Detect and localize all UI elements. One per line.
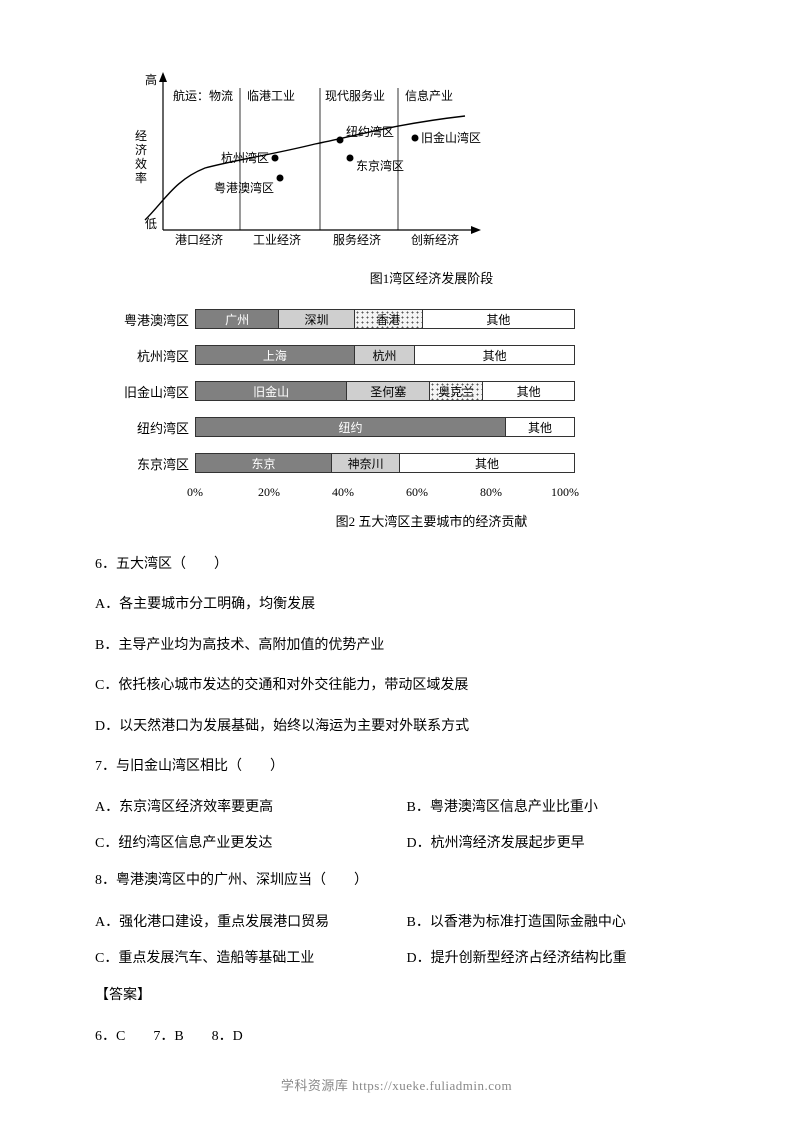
xtick: 20% [258, 485, 280, 500]
q8-b: B．以香港为标准打造国际金融中心 [407, 911, 719, 931]
q7-d: D．杭州湾经济发展起步更早 [407, 832, 719, 852]
bar-segment: 神奈川 [332, 454, 400, 472]
hdr3: 信息产业 [405, 88, 453, 103]
bar-row: 东京湾区东京神奈川其他 [115, 449, 575, 477]
bar-track: 广州深圳香港其他 [195, 309, 575, 329]
chart2-caption: 图2 五大湾区主要城市的经济贡献 [145, 511, 718, 530]
xtick: 60% [406, 485, 428, 500]
xtick: 80% [480, 485, 502, 500]
chart1-point [272, 155, 279, 162]
chart1-point-label: 杭州湾区 [221, 150, 269, 165]
chart1-point [337, 137, 344, 144]
bar-segment: 其他 [400, 454, 574, 472]
chart1-point [347, 155, 354, 162]
q8-d: D．提升创新型经济占经济结构比重 [407, 947, 719, 967]
bar-segment: 广州 [196, 310, 279, 328]
bar-label: 粤港澳湾区 [115, 310, 195, 329]
xtick: 100% [551, 485, 579, 500]
yl2: 效 [135, 156, 147, 171]
q6-stem: 6．五大湾区（ ） [95, 554, 718, 576]
q8-c: C．重点发展汽车、造船等基础工业 [95, 947, 407, 967]
yl1: 济 [135, 142, 147, 157]
bar-row: 旧金山湾区旧金山圣何塞奥克兰其他 [115, 377, 575, 405]
bar-segment: 其他 [423, 310, 574, 328]
xc2: 服务经济 [333, 232, 381, 247]
answer-label: 【答案】 [95, 985, 718, 1007]
bar-track: 东京神奈川其他 [195, 453, 575, 473]
chart1-caption: 图1湾区经济发展阶段 [145, 268, 718, 287]
q6-a: A．各主要城市分工明确，均衡发展 [95, 594, 718, 616]
xtick: 0% [187, 485, 203, 500]
chart2-xaxis: 0%20%40%60%80%100% [195, 485, 565, 505]
bar-label: 杭州湾区 [115, 346, 195, 365]
chart1-point [412, 135, 419, 142]
bar-row: 粤港澳湾区广州深圳香港其他 [115, 305, 575, 333]
bar-track: 纽约其他 [195, 417, 575, 437]
bar-segment: 其他 [415, 346, 574, 364]
bar-label: 东京湾区 [115, 454, 195, 473]
xc3: 创新经济 [411, 232, 459, 247]
chart1-point-label: 纽约湾区 [346, 124, 394, 139]
bar-segment: 深圳 [279, 310, 355, 328]
bar-label: 旧金山湾区 [115, 382, 195, 401]
footer: 学科资源库 https://xueke.fuliadmin.com [0, 1075, 793, 1094]
hdr2: 现代服务业 [325, 88, 385, 103]
chart1-point-label: 旧金山湾区 [421, 130, 481, 145]
q6-b: B．主导产业均为高技术、高附加值的优势产业 [95, 635, 718, 657]
xc1: 工业经济 [253, 232, 301, 247]
bar-row: 杭州湾区上海杭州其他 [115, 341, 575, 369]
bar-segment: 香港 [355, 310, 423, 328]
bar-row: 纽约湾区纽约其他 [115, 413, 575, 441]
bar-segment: 上海 [196, 346, 355, 364]
chart1-point-label: 粤港澳湾区 [214, 180, 274, 195]
chart1-point-label: 东京湾区 [356, 158, 404, 173]
q7-stem: 7．与旧金山湾区相比（ ） [95, 756, 718, 778]
q7-b: B．粤港澳湾区信息产业比重小 [407, 796, 719, 816]
xc0: 港口经济 [175, 232, 223, 247]
ytop: 高 [145, 72, 157, 87]
yl0: 经 [135, 129, 147, 143]
chart1-container: 航运：物流 临港工业 现代服务业 信息产业 高 低 经 济 效 率 港口经济 工… [115, 60, 495, 260]
chart1-point [277, 175, 284, 182]
bar-label: 纽约湾区 [115, 418, 195, 437]
bar-segment: 其他 [483, 382, 574, 400]
hdr0: 航运：物流 [173, 88, 233, 103]
q7-a: A．东京湾区经济效率要更高 [95, 796, 407, 816]
answers-line: 6．C 7．B 8．D [95, 1025, 718, 1045]
bar-segment: 其他 [506, 418, 574, 436]
chart2-container: 粤港澳湾区广州深圳香港其他杭州湾区上海杭州其他旧金山湾区旧金山圣何塞奥克兰其他纽… [115, 305, 575, 505]
q6-c: C．依托核心城市发达的交通和对外交往能力，带动区域发展 [95, 675, 718, 697]
chart1-svg: 航运：物流 临港工业 现代服务业 信息产业 高 低 经 济 效 率 港口经济 工… [115, 60, 495, 250]
xtick: 40% [332, 485, 354, 500]
q6-d: D．以天然港口为发展基础，始终以海运为主要对外联系方式 [95, 716, 718, 738]
hdr1: 临港工业 [247, 89, 295, 103]
q8-stem: 8．粤港澳湾区中的广州、深圳应当（ ） [95, 870, 718, 892]
q7-c: C．纽约湾区信息产业更发达 [95, 832, 407, 852]
bar-track: 旧金山圣何塞奥克兰其他 [195, 381, 575, 401]
ybot: 低 [145, 217, 157, 231]
q8-a: A．强化港口建设，重点发展港口贸易 [95, 911, 407, 931]
yl3: 率 [135, 170, 147, 185]
bar-segment: 东京 [196, 454, 332, 472]
bar-segment: 奥克兰 [430, 382, 483, 400]
bar-segment: 杭州 [355, 346, 415, 364]
bar-segment: 纽约 [196, 418, 506, 436]
bar-track: 上海杭州其他 [195, 345, 575, 365]
bar-segment: 旧金山 [196, 382, 347, 400]
bar-segment: 圣何塞 [347, 382, 430, 400]
